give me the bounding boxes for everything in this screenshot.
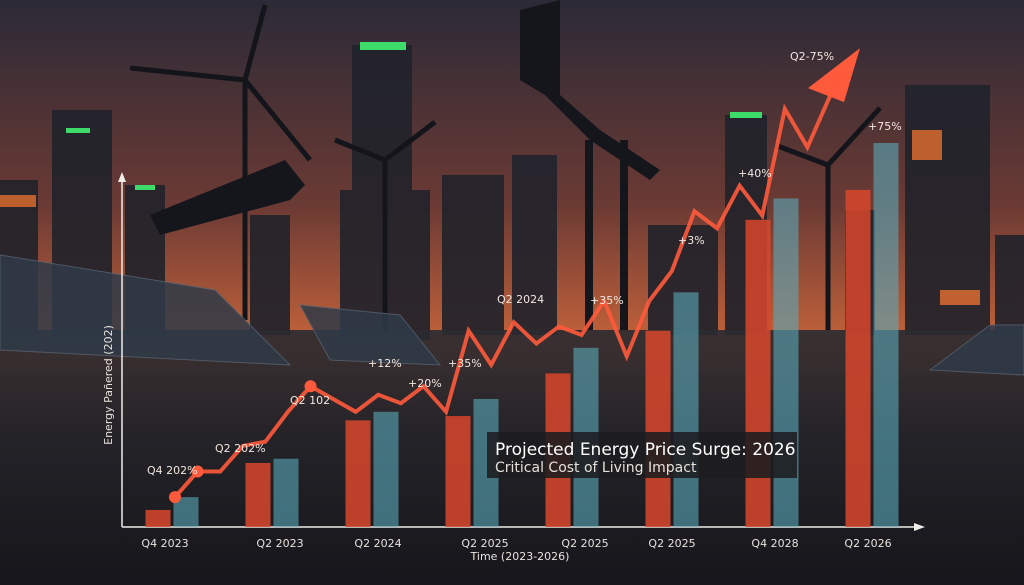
x-axis-label: Time (2023-2026)	[470, 550, 570, 563]
bar	[873, 143, 899, 527]
bar	[445, 416, 471, 527]
annotation: +35%	[590, 294, 624, 307]
pumpjacks	[150, 0, 660, 330]
chart-subtitle: Critical Cost of Living Impact	[495, 460, 697, 476]
bar	[273, 458, 299, 527]
bar	[145, 509, 171, 527]
y-axis-label: Energy Pañered (202)	[102, 325, 115, 445]
x-tick-label: Q2 2023	[256, 537, 303, 550]
annotation: +3%	[678, 234, 705, 247]
x-axis-arrow	[914, 523, 925, 531]
building-lights	[66, 42, 762, 190]
bar	[645, 330, 671, 527]
annotation: +75%	[868, 120, 902, 133]
annotation: Q2-75%	[790, 50, 834, 63]
line-marker	[169, 491, 181, 504]
window-glow	[0, 130, 980, 305]
line-arrowhead	[808, 48, 860, 103]
x-tick-label: Q2 2025	[561, 537, 608, 550]
line-marker	[191, 465, 204, 478]
annotation: +35%	[448, 357, 482, 370]
title-box	[487, 432, 797, 478]
annotation: Q4 202%	[147, 464, 198, 477]
y-axis-arrow	[118, 172, 126, 182]
annotation: Q2 102	[290, 394, 330, 407]
annotation: Q2 202%	[215, 442, 266, 455]
x-tick-label: Q2 2026	[844, 537, 891, 550]
wind-turbines	[129, 4, 882, 330]
bar	[745, 219, 771, 528]
annotation: Q2 2024	[497, 293, 544, 306]
annotation: +12%	[368, 357, 402, 370]
annotation: +40%	[738, 167, 772, 180]
x-tick-label: Q2 2025	[648, 537, 695, 550]
x-tick-label: Q4 2028	[751, 537, 798, 550]
solar-panels	[0, 254, 1024, 376]
chart-title: Projected Energy Price Surge: 2026	[495, 440, 796, 460]
line-marker	[304, 380, 317, 393]
bar	[373, 411, 399, 527]
price-line	[173, 95, 832, 499]
x-tick-label: Q4 2023	[141, 537, 188, 550]
bar	[673, 292, 699, 527]
x-tick-label: Q2 2024	[354, 537, 401, 550]
annotation: +20%	[408, 377, 442, 390]
bar	[845, 189, 871, 527]
bar	[245, 463, 271, 527]
x-tick-label: Q2 2025	[461, 537, 508, 550]
bar	[345, 420, 371, 527]
plot-area: Q4 2023 Q2 2023 Q2 2024 Q2 2025 Q2 2025 Q2 20…	[141, 48, 902, 550]
